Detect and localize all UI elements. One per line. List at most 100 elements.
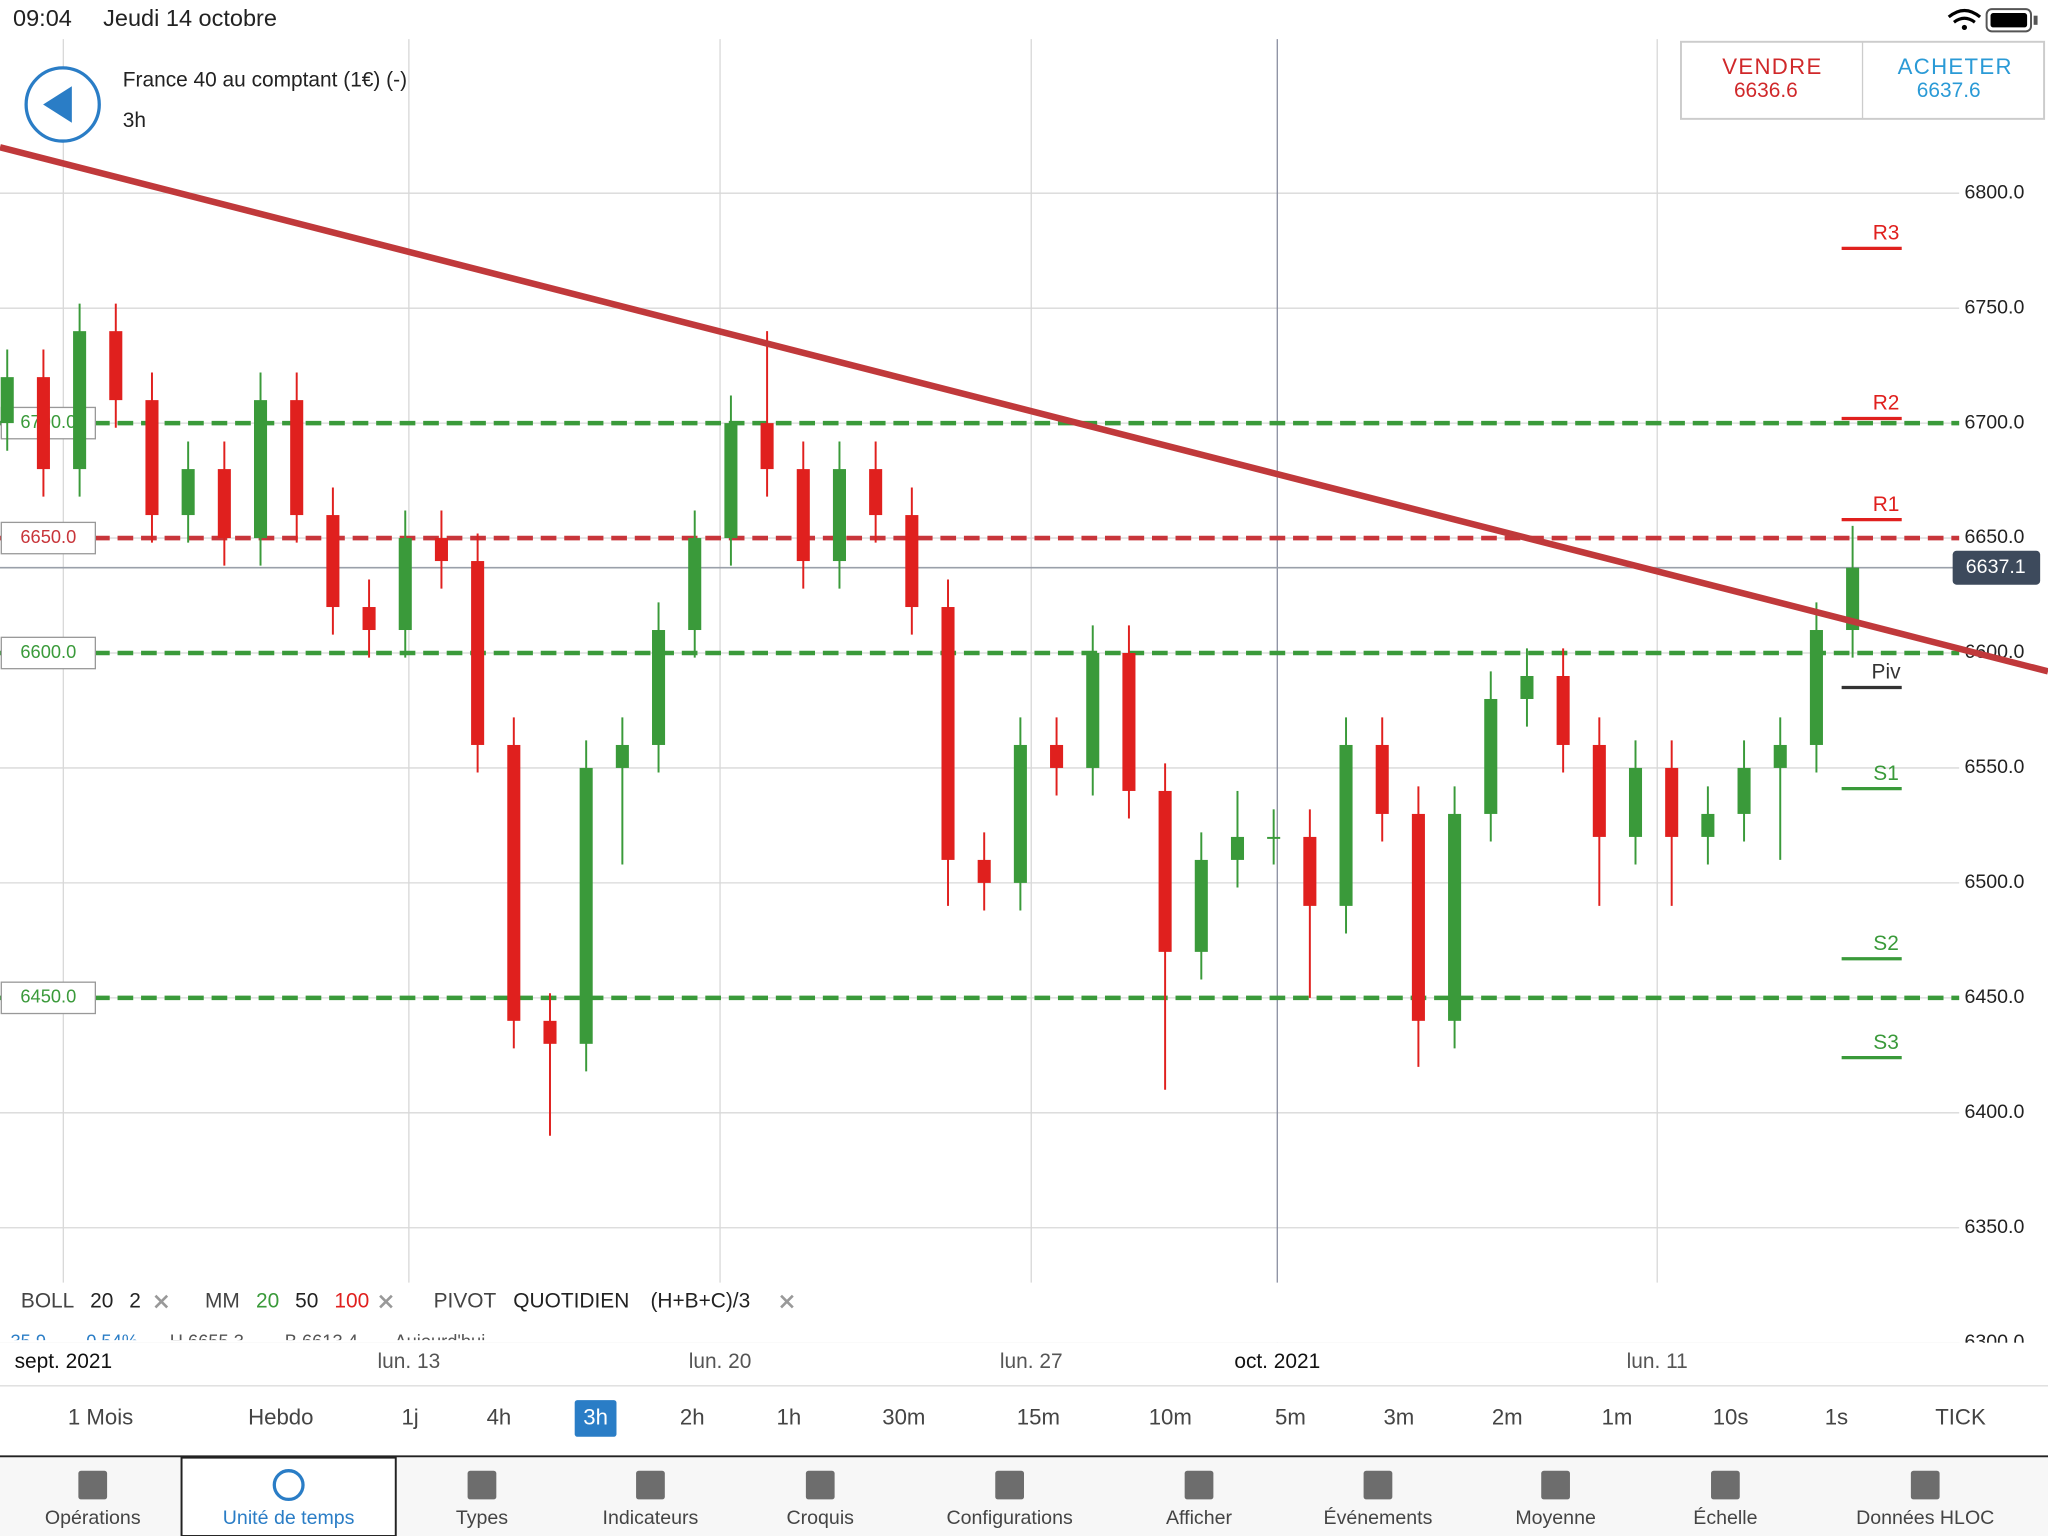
indicator-param: 100 <box>334 1290 369 1313</box>
toolbar-icon[interactable] <box>1363 1470 1393 1500</box>
timeframe-option[interactable]: 1 Mois <box>68 1404 133 1429</box>
toolbar-label[interactable]: Croquis <box>787 1507 855 1529</box>
timeframe-selected-bg <box>574 1400 617 1437</box>
x-tick-label: lun. 11 <box>1627 1350 1688 1373</box>
y-tick-label: 6650.0 <box>1965 526 2025 548</box>
timeframe-option[interactable]: 1s <box>1825 1404 1848 1429</box>
candle-body <box>869 469 883 516</box>
indicator-name[interactable]: MM <box>205 1290 240 1313</box>
toolbar-icon[interactable] <box>467 1470 497 1500</box>
timeframe-option[interactable]: 1m <box>1602 1404 1633 1429</box>
timeframe-option[interactable]: 10m <box>1149 1404 1192 1429</box>
buy-label[interactable]: ACHETER <box>1898 54 2013 79</box>
y-tick-label: 6400.0 <box>1965 1101 2025 1123</box>
pivot-label: R1 <box>1873 493 1900 516</box>
candle-body <box>253 400 268 539</box>
remove-icon[interactable] <box>780 1294 794 1309</box>
timeframe-option[interactable]: 4h <box>487 1404 512 1429</box>
toolbar-icon[interactable] <box>272 1469 305 1502</box>
y-tick-label: 6450.0 <box>1965 986 2025 1008</box>
candle-body <box>109 331 123 401</box>
toolbar-icon[interactable] <box>78 1470 108 1500</box>
toolbar-label[interactable]: Afficher <box>1166 1507 1232 1529</box>
candle-body <box>1303 836 1317 906</box>
remove-icon[interactable] <box>154 1294 169 1309</box>
timeframe-option[interactable]: 5m <box>1275 1404 1306 1429</box>
level-label: 6650.0 <box>20 526 76 547</box>
toolbar-label[interactable]: Données HLOC <box>1856 1507 1994 1529</box>
battery-icon <box>1947 8 2038 33</box>
back-button[interactable] <box>24 66 101 143</box>
instrument-name: France 40 au comptant (1€) (-) <box>123 68 407 91</box>
buy-button[interactable]: ACHETER 6637.6 <box>1864 43 2043 117</box>
timeframe-option[interactable]: 10s <box>1713 1404 1749 1429</box>
x-axis: sept. 2021 lun. 13 lun. 20 lun. 27 oct. 2021… <box>0 1342 2048 1385</box>
bottom-toolbar: Opérations Unité de temps Types Indicateurs… <box>0 1455 2048 1536</box>
remove-icon[interactable] <box>379 1294 393 1309</box>
toolbar-icon[interactable] <box>805 1470 835 1500</box>
pivot-label: S3 <box>1873 1031 1899 1054</box>
toolbar-label[interactable]: Moyenne <box>1515 1507 1596 1529</box>
pivot-label: Piv <box>1872 661 1902 684</box>
candle-body <box>1013 744 1027 883</box>
toolbar-icon[interactable] <box>1541 1470 1570 1500</box>
indicator-name[interactable]: PIVOT <box>434 1290 497 1313</box>
toolbar-icon[interactable] <box>1711 1470 1740 1500</box>
candle-body <box>1122 653 1136 791</box>
candle-body <box>724 423 738 539</box>
toolbar-label[interactable]: Opérations <box>45 1507 141 1529</box>
timeframe-option[interactable]: 1j <box>401 1404 418 1429</box>
timeframe-option[interactable]: 2m <box>1492 1404 1523 1429</box>
toolbar-label[interactable]: Événements <box>1324 1506 1433 1529</box>
summary-low: B 6613.4 <box>285 1331 358 1352</box>
timeframe-option[interactable]: 3m <box>1383 1404 1414 1429</box>
sell-button[interactable]: VENDRE 6636.6 <box>1682 43 1861 117</box>
timeframe-option[interactable]: 15m <box>1017 1404 1060 1429</box>
toolbar-icon[interactable] <box>636 1470 665 1500</box>
timeframe-option[interactable]: 2h <box>680 1404 705 1429</box>
y-tick-label: 6350.0 <box>1965 1216 2025 1238</box>
candle-body <box>398 538 412 631</box>
y-tick-label: 6550.0 <box>1965 756 2025 778</box>
x-tick-label: sept. 2021 <box>15 1350 113 1373</box>
indicator-legend: BOLL 20 2 MM 20 50 100 PIVOT QUOTIDIEN (… <box>0 1282 1960 1352</box>
candle-body <box>1158 790 1172 952</box>
last-price-box <box>1952 550 2041 585</box>
toolbar-label[interactable]: Échelle <box>1693 1506 1757 1529</box>
timeframe-option[interactable]: Hebdo <box>248 1404 313 1429</box>
toolbar-label[interactable]: Configurations <box>947 1507 1073 1529</box>
toolbar-label[interactable]: Unité de temps <box>223 1507 355 1529</box>
candle-body <box>615 744 629 768</box>
indicator-param: 2 <box>129 1290 141 1313</box>
timeframe-option[interactable]: 1h <box>777 1404 802 1429</box>
timeframe-option[interactable]: 30m <box>882 1404 925 1429</box>
candle-body <box>1592 744 1606 837</box>
trend-line <box>0 144 2048 675</box>
sell-price[interactable]: 6636.6 <box>1734 79 1798 102</box>
timeframe-option[interactable]: 3h <box>583 1404 608 1429</box>
buy-price[interactable]: 6637.6 <box>1917 79 1981 102</box>
timeframe-bar: 1 Mois Hebdo 1j 4h 3h 2h 1h 30m 15m 10m 5m 3m 2m 1m 10… <box>0 1385 2048 1437</box>
indicator-param: 50 <box>295 1290 318 1313</box>
toolbar-icon[interactable] <box>995 1470 1024 1500</box>
indicator-param: (H+B+C)/3 <box>650 1290 750 1313</box>
candle-body <box>434 538 448 562</box>
candle-body <box>1230 836 1245 860</box>
candle-body <box>1846 567 1860 631</box>
candle-body <box>1375 744 1389 814</box>
indicator-name[interactable]: BOLL <box>21 1290 74 1313</box>
sell-label[interactable]: VENDRE <box>1722 54 1822 79</box>
candle-body <box>1628 767 1643 837</box>
candle-body <box>1448 813 1462 1021</box>
candle-body <box>36 377 50 470</box>
x-tick-label: oct. 2021 <box>1234 1350 1320 1373</box>
level-label: 6600.0 <box>20 641 76 662</box>
toolbar-icon[interactable] <box>1184 1470 1214 1500</box>
candle-body <box>1339 744 1353 906</box>
y-tick-label: 6600.0 <box>1965 641 2025 663</box>
toolbar-label[interactable]: Indicateurs <box>603 1507 699 1529</box>
timeframe-option[interactable]: TICK <box>1935 1404 1986 1429</box>
level-label-box <box>0 981 96 1015</box>
toolbar-icon[interactable] <box>1910 1470 1940 1500</box>
toolbar-label[interactable]: Types <box>456 1507 508 1529</box>
